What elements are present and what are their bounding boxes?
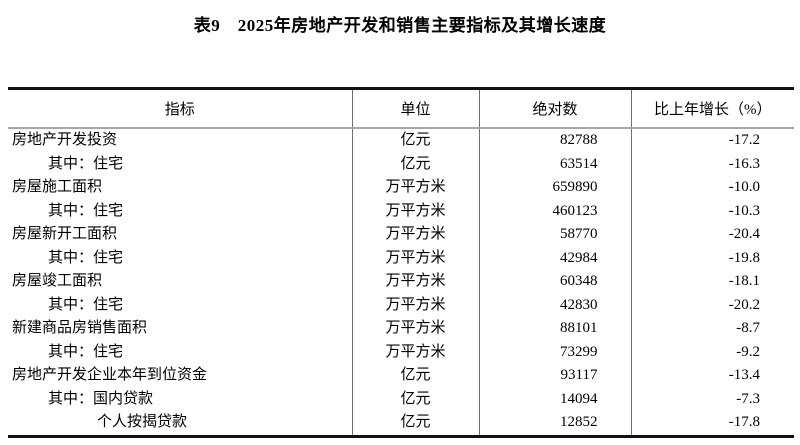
growth-cell: -20.2 <box>630 293 794 317</box>
growth-cell: -8.7 <box>630 317 794 341</box>
indicator-cell: 其中：住宅 <box>48 343 124 360</box>
table-row: 其中：国内贷款 亿元 14094 -7.3 <box>8 387 794 411</box>
unit-cell: 亿元 <box>351 152 479 176</box>
value-cell: 88101 <box>478 317 631 341</box>
unit-cell: 万平方米 <box>351 199 479 223</box>
value-cell: 460123 <box>478 199 631 223</box>
table-row: 新建商品房销售面积 万平方米 88101 -8.7 <box>8 317 794 341</box>
indicator-cell: 其中：住宅 <box>48 155 124 172</box>
indicator-cell: 房地产开发投资 <box>12 132 118 149</box>
indicator-cell: 其中：住宅 <box>48 296 124 313</box>
indicator-cell: 房屋新开工面积 <box>12 226 118 243</box>
indicator-cell: 其中：住宅 <box>48 202 124 219</box>
indicator-cell: 个人按揭贷款 <box>97 414 188 431</box>
growth-cell: -17.2 <box>630 128 794 153</box>
value-cell: 42830 <box>478 293 631 317</box>
value-cell: 63514 <box>478 152 631 176</box>
header-absolute-value: 绝对数 <box>478 88 631 129</box>
indicator-cell: 其中：住宅 <box>48 249 124 266</box>
indicator-cell: 房地产开发企业本年到位资金 <box>12 367 208 384</box>
indicator-cell: 新建商品房销售面积 <box>12 320 148 337</box>
table-row: 房地产开发企业本年到位资金 亿元 93117 -13.4 <box>8 364 794 388</box>
unit-cell: 亿元 <box>351 128 479 153</box>
unit-cell: 亿元 <box>351 364 479 388</box>
header-row: 指标 单位 绝对数 比上年增长（%） <box>8 88 794 129</box>
table-body: 房地产开发投资 亿元 82788 -17.2 其中：住宅 亿元 63514 -1… <box>8 128 794 436</box>
unit-cell: 万平方米 <box>351 176 479 200</box>
table-header: 指标 单位 绝对数 比上年增长（%） <box>8 88 794 129</box>
value-cell: 82788 <box>478 128 631 153</box>
header-indicator: 指标 <box>8 88 352 129</box>
indicator-cell: 其中：国内贷款 <box>48 390 154 407</box>
table-row: 房屋新开工面积 万平方米 58770 -20.4 <box>8 223 794 247</box>
unit-cell: 万平方米 <box>351 246 479 270</box>
unit-cell: 万平方米 <box>351 340 479 364</box>
page-title: 表9 2025年房地产开发和销售主要指标及其增长速度 <box>193 16 607 35</box>
table-row: 其中：住宅 万平方米 42984 -19.8 <box>8 246 794 270</box>
value-cell: 12852 <box>478 411 631 436</box>
indicator-cell: 房屋施工面积 <box>12 179 103 196</box>
unit-cell: 万平方米 <box>351 293 479 317</box>
table-row: 其中：住宅 亿元 63514 -16.3 <box>8 152 794 176</box>
indicator-cell: 房屋竣工面积 <box>12 273 103 290</box>
value-cell: 659890 <box>478 176 631 200</box>
value-cell: 42984 <box>478 246 631 270</box>
growth-cell: -16.3 <box>630 152 794 176</box>
table-row: 其中：住宅 万平方米 73299 -9.2 <box>8 340 794 364</box>
unit-cell: 万平方米 <box>351 317 479 341</box>
table-row: 房屋施工面积 万平方米 659890 -10.0 <box>8 176 794 200</box>
growth-cell: -9.2 <box>630 340 794 364</box>
growth-cell: -18.1 <box>630 270 794 294</box>
growth-cell: -17.8 <box>630 411 794 436</box>
growth-cell: -20.4 <box>630 223 794 247</box>
growth-cell: -10.3 <box>630 199 794 223</box>
growth-cell: -10.0 <box>630 176 794 200</box>
value-cell: 93117 <box>478 364 631 388</box>
unit-cell: 亿元 <box>351 387 479 411</box>
table-row: 个人按揭贷款 亿元 12852 -17.8 <box>8 411 794 436</box>
growth-cell: -19.8 <box>630 246 794 270</box>
value-cell: 60348 <box>478 270 631 294</box>
indicators-table: 指标 单位 绝对数 比上年增长（%） 房地产开发投资 亿元 82788 -17.… <box>8 87 794 438</box>
table-row: 其中：住宅 万平方米 460123 -10.3 <box>8 199 794 223</box>
value-cell: 14094 <box>478 387 631 411</box>
unit-cell: 万平方米 <box>351 223 479 247</box>
table-row: 房屋竣工面积 万平方米 60348 -18.1 <box>8 270 794 294</box>
value-cell: 58770 <box>478 223 631 247</box>
unit-cell: 万平方米 <box>351 270 479 294</box>
table-row: 房地产开发投资 亿元 82788 -17.2 <box>8 128 794 153</box>
growth-cell: -13.4 <box>630 364 794 388</box>
header-unit: 单位 <box>351 88 479 129</box>
header-growth-rate: 比上年增长（%） <box>630 88 794 129</box>
value-cell: 73299 <box>478 340 631 364</box>
unit-cell: 亿元 <box>351 411 479 436</box>
growth-cell: -7.3 <box>630 387 794 411</box>
table-row: 其中：住宅 万平方米 42830 -20.2 <box>8 293 794 317</box>
